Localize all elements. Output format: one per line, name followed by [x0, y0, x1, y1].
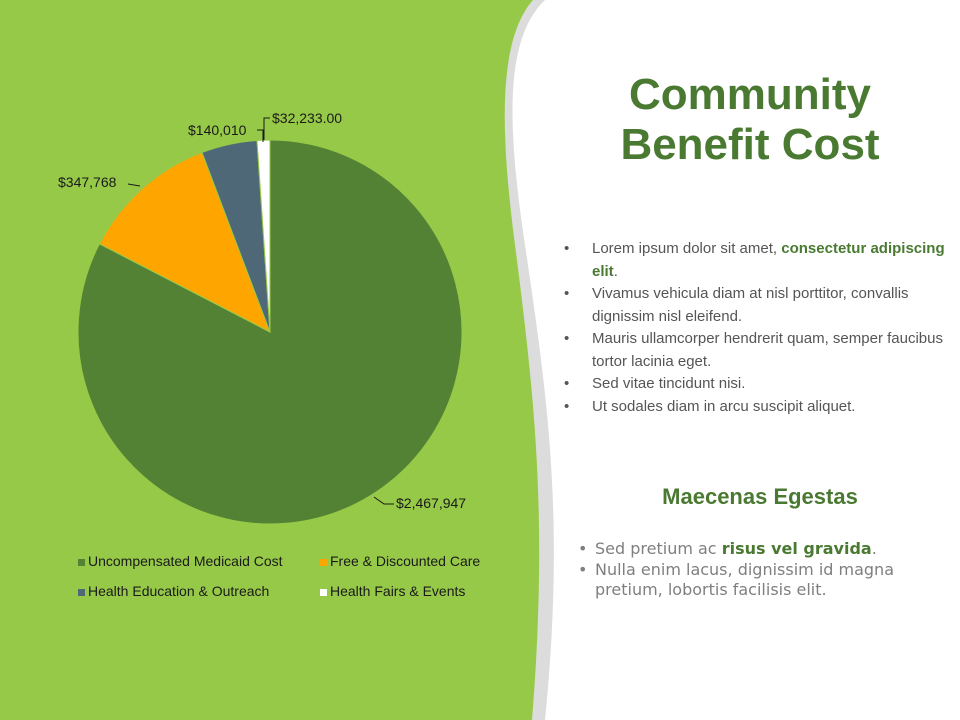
- data-label: $347,768: [58, 174, 117, 190]
- legend-label: Uncompensated Medicaid Cost: [88, 553, 283, 569]
- bullet-emphasis: consectetur adipiscing elit: [592, 240, 945, 280]
- bullet-item: Lorem ipsum dolor sit amet, consectetur …: [562, 238, 947, 283]
- legend-label: Free & Discounted Care: [330, 553, 480, 569]
- bullet-item: Vivamus vehicula diam at nisl porttitor,…: [562, 283, 947, 328]
- legend-swatch: [320, 589, 327, 596]
- slide-title: Community Benefit Cost: [560, 70, 940, 170]
- title-line-1: Community: [629, 70, 871, 119]
- bullet-list: Lorem ipsum dolor sit amet, consectetur …: [562, 238, 947, 418]
- leader-line: [373, 496, 394, 505]
- legend-swatch: [78, 589, 85, 596]
- bullet-item: Mauris ullamcorper hendrerit quam, sempe…: [562, 328, 947, 373]
- legend-item: Free & Discounted Care: [320, 553, 480, 569]
- data-label: $32,233.00: [272, 110, 342, 126]
- secondary-bullet-item: Nulla enim lacus, dignissim id magna pre…: [578, 560, 948, 601]
- legend-item: Uncompensated Medicaid Cost: [78, 553, 283, 569]
- leader-line: [257, 129, 264, 142]
- leader-line: [127, 183, 141, 187]
- legend-item: Health Fairs & Events: [320, 583, 465, 599]
- data-label: $140,010: [188, 122, 247, 138]
- legend-label: Health Education & Outreach: [88, 583, 269, 599]
- section-subtitle: Maecenas Egestas: [662, 484, 858, 509]
- secondary-bullet-item: Sed pretium ac risus vel gravida.: [578, 539, 948, 560]
- leader-line: [263, 117, 270, 140]
- legend-swatch: [320, 559, 327, 566]
- pie-slice: [77, 139, 463, 525]
- title-line-2: Benefit Cost: [620, 120, 880, 169]
- bullet-item: Sed vitae tincidunt nisi.: [562, 373, 947, 396]
- legend-item: Health Education & Outreach: [78, 583, 269, 599]
- pie-slice: [98, 151, 271, 334]
- legend-swatch: [78, 559, 85, 566]
- data-label: $2,467,947: [396, 495, 466, 511]
- bullet-item: Ut sodales diam in arcu suscipit aliquet…: [562, 396, 947, 419]
- secondary-bullet-list: Sed pretium ac risus vel gravida. Nulla …: [578, 539, 948, 601]
- legend-label: Health Fairs & Events: [330, 583, 465, 599]
- secondary-bullet-emphasis: risus vel gravida: [721, 539, 872, 558]
